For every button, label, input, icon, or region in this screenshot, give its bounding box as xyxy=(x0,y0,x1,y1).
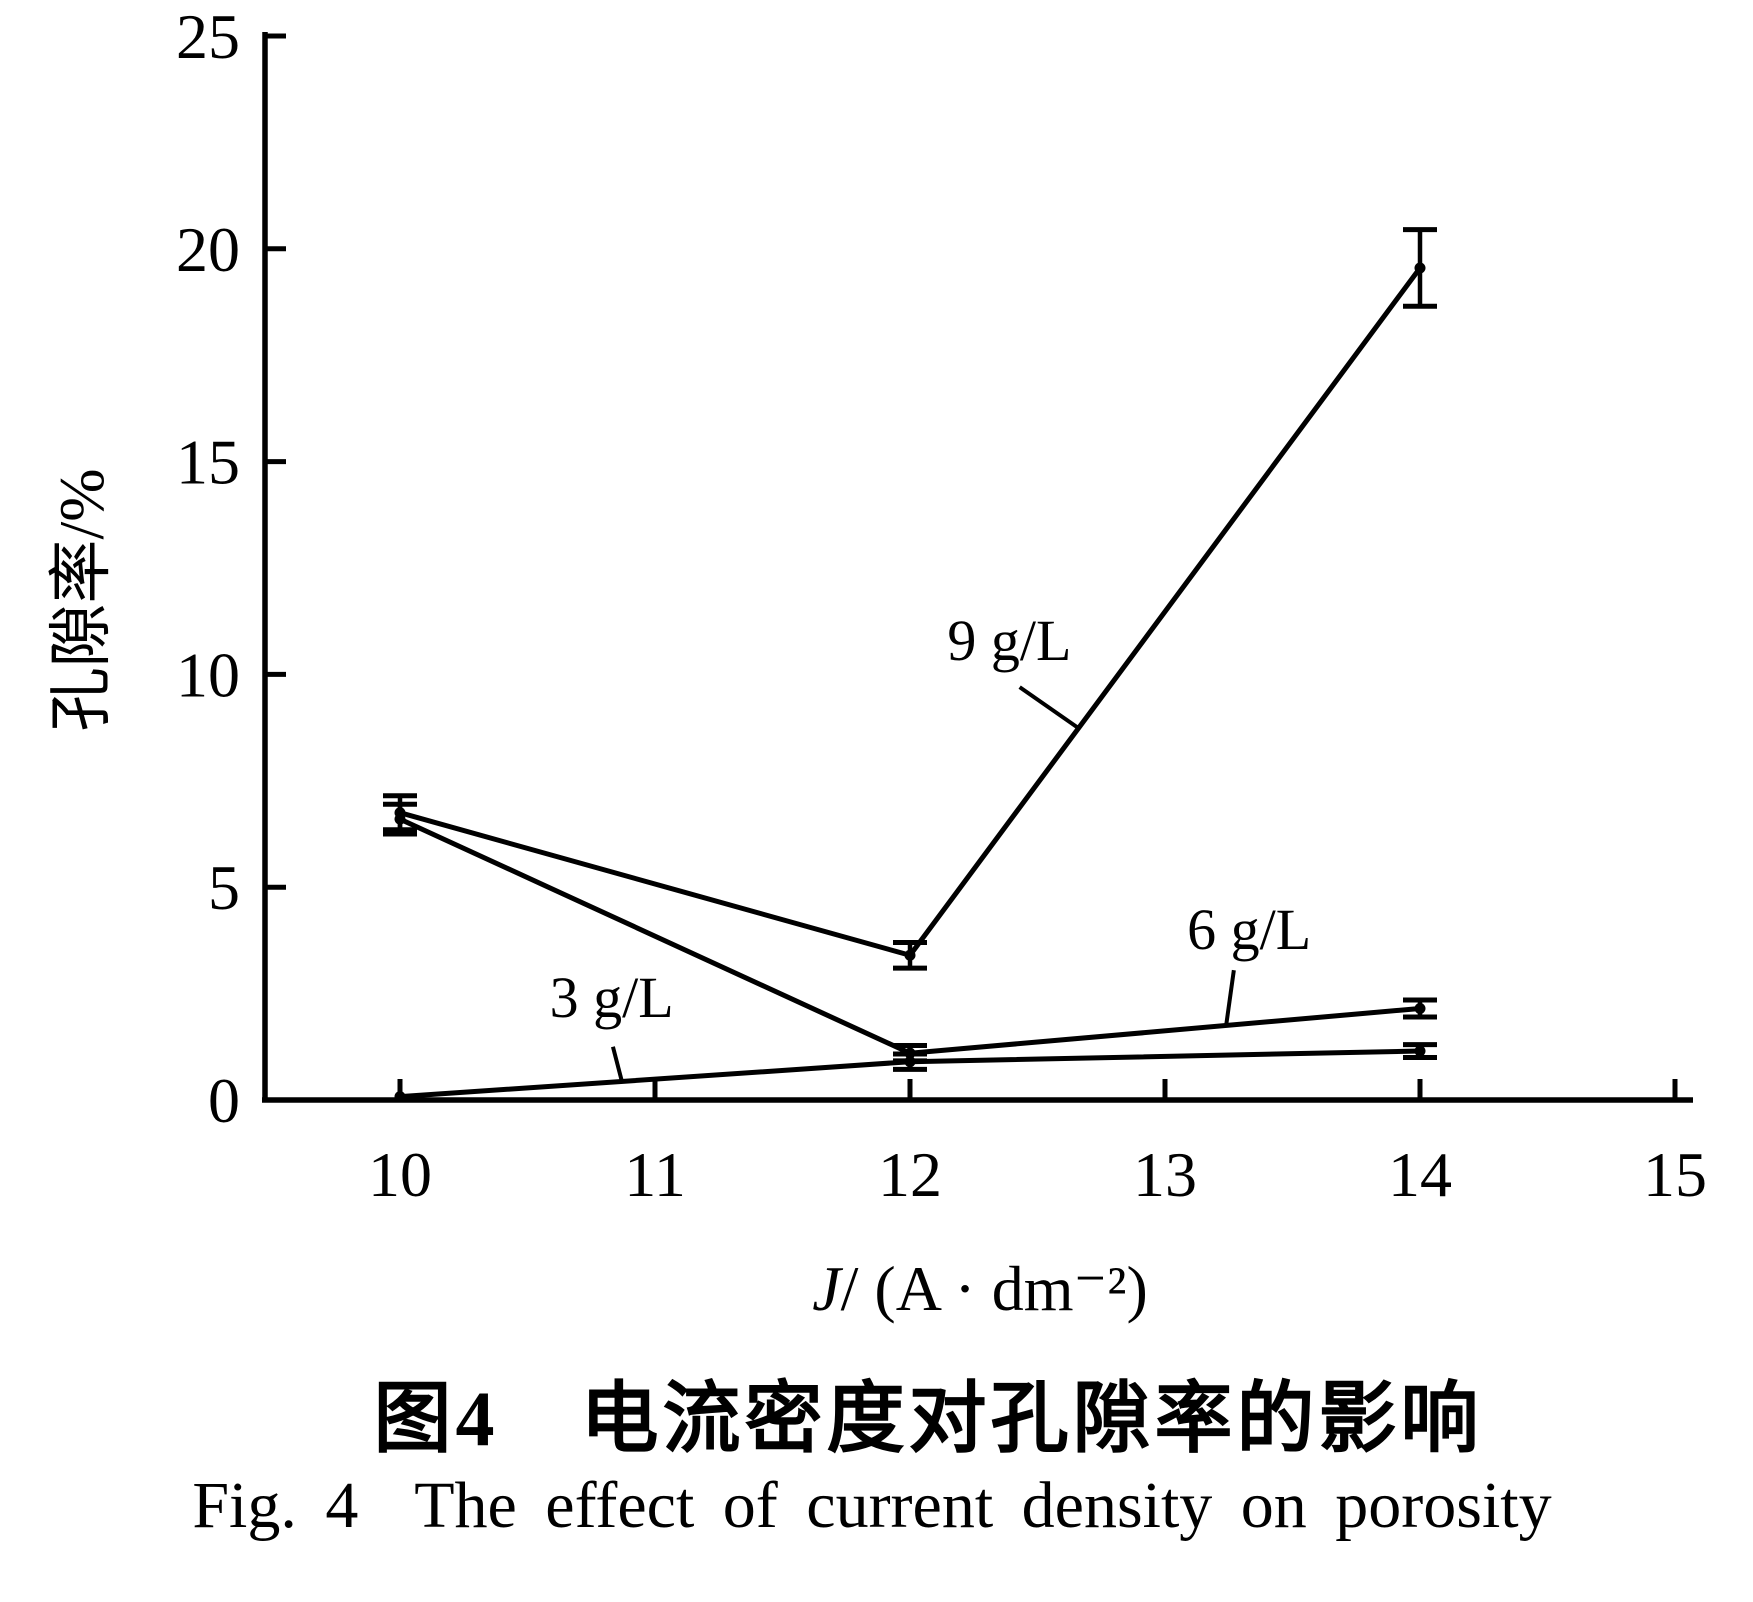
data-point-marker xyxy=(1414,1002,1426,1014)
data-point-marker xyxy=(394,807,406,819)
data-point-marker xyxy=(1414,1045,1426,1057)
x-tick-label: 15 xyxy=(1643,1139,1707,1210)
x-tick-label: 13 xyxy=(1133,1139,1197,1210)
axes xyxy=(262,32,1693,1103)
annotation-6-g-l: 6 g/L xyxy=(1187,897,1311,1026)
data-point-marker xyxy=(904,1047,916,1059)
x-axis-title: J/ (A · dm⁻²) xyxy=(812,1253,1148,1324)
series-9-g-l xyxy=(383,227,1437,971)
y-tick-label: 10 xyxy=(176,639,240,710)
annotation-label: 9 g/L xyxy=(947,608,1071,673)
x-tick-label: 10 xyxy=(368,1139,432,1210)
x-tick-label: 11 xyxy=(624,1139,686,1210)
series-line xyxy=(399,266,1423,959)
annotation-leader-line xyxy=(610,1046,624,1082)
y-tick-label: 5 xyxy=(208,852,240,923)
annotation-leader-line xyxy=(1224,969,1236,1026)
annotation-3-g-l: 3 g/L xyxy=(550,965,674,1082)
annotation-leader-line xyxy=(1018,685,1080,730)
caption-chinese: 图4 电流密度对孔隙率的影响 xyxy=(373,1375,1483,1462)
caption-english: Fig. 4 The effect of current density on … xyxy=(192,1469,1552,1542)
y-tick-label: 20 xyxy=(176,214,240,285)
y-tick-label: 25 xyxy=(176,1,240,72)
x-tick-label: 14 xyxy=(1388,1139,1452,1210)
data-point-marker xyxy=(904,949,916,961)
annotation-9-g-l: 9 g/L xyxy=(947,608,1080,730)
annotation-label: 6 g/L xyxy=(1187,897,1311,962)
x-tick-label: 12 xyxy=(878,1139,942,1210)
annotation-label: 3 g/L xyxy=(550,965,674,1030)
y-tick-label: 0 xyxy=(208,1065,240,1136)
chart-svg: 10 11 12 13 14 15 0 5 10 15 20 25 3 g/L 6 g/L 9 g/L J/ … xyxy=(46,1,1707,1324)
data-point-marker xyxy=(1414,262,1426,274)
data-point-marker xyxy=(394,1091,406,1103)
y-axis-title: 孔隙率/% xyxy=(46,468,117,731)
y-tick-label: 15 xyxy=(176,427,240,498)
